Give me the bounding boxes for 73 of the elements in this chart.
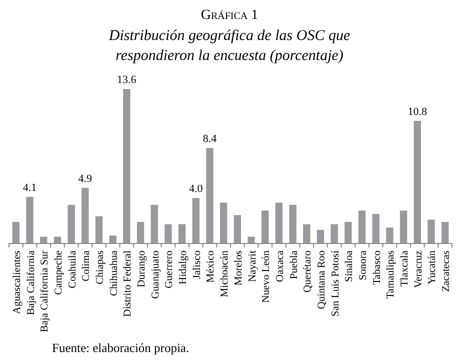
bar xyxy=(123,89,130,244)
x-tick-label: Colima xyxy=(81,250,92,282)
x-tick-label: Puebla xyxy=(288,250,300,280)
bar xyxy=(262,210,269,244)
x-tick-label: Zacatecas xyxy=(441,250,452,292)
bar xyxy=(234,215,242,244)
chart-title: Gráfica 1 xyxy=(200,8,258,23)
x-tick-label: Tlaxcala xyxy=(400,250,411,287)
x-tick-label: Baja California xyxy=(26,250,37,315)
x-tick-label: Tabasco xyxy=(372,250,383,285)
data-label: 4.1 xyxy=(22,182,37,194)
bar xyxy=(40,236,48,244)
bar xyxy=(220,202,228,244)
bar xyxy=(289,204,296,244)
bar xyxy=(54,236,62,244)
x-tick-label: Aguascalientes xyxy=(12,250,23,314)
x-tick-label: Sonora xyxy=(358,250,370,280)
bar xyxy=(275,202,283,244)
bar xyxy=(428,220,435,244)
x-tick-label: Nuevo León xyxy=(261,250,272,303)
x-tick-label: Quintana Roo xyxy=(316,250,328,310)
x-tick-label: Jalisco xyxy=(192,250,203,280)
x-tick-label: Morelos xyxy=(233,250,244,286)
bar xyxy=(344,222,352,244)
bar xyxy=(358,210,366,244)
x-tick-label: San Luis Potosí xyxy=(330,250,342,316)
bar xyxy=(414,120,421,244)
x-tick-label: Oaxaca xyxy=(274,250,286,282)
data-label: 8.4 xyxy=(202,133,218,146)
bar xyxy=(316,230,324,244)
bar xyxy=(109,236,116,244)
x-tick-label: Guanajuato xyxy=(150,250,162,299)
bar xyxy=(178,224,186,244)
bar xyxy=(400,210,408,244)
x-tick-label: Nayarit xyxy=(247,250,258,282)
source-note: Fuente: elaboración propia. xyxy=(52,341,190,355)
bar xyxy=(372,214,380,244)
x-tick-label: México xyxy=(206,250,217,283)
x-tick-label: Chihuahua xyxy=(108,250,120,296)
x-tick-label: Hidalgo xyxy=(178,250,190,284)
bar xyxy=(303,224,310,244)
x-tick-label: Distrito Federal xyxy=(122,250,134,317)
bar xyxy=(150,204,158,244)
bar xyxy=(12,222,20,244)
bar xyxy=(68,204,75,244)
x-tick-label: Baja California Sur xyxy=(40,250,51,332)
bar xyxy=(136,222,144,244)
data-label: 10.8 xyxy=(408,106,428,118)
bar xyxy=(441,222,449,244)
bar xyxy=(192,198,200,244)
data-label: 4.0 xyxy=(189,183,204,196)
chart-subtitle: Distribución geográfica de las OSC que respondieron la encuesta (porcentaje) xyxy=(108,28,350,64)
data-label: 4.9 xyxy=(78,172,93,185)
bar xyxy=(386,228,394,244)
bar xyxy=(330,224,338,244)
x-tick-label: Veracruz xyxy=(413,250,424,288)
x-tick-label: Guerrero xyxy=(164,250,176,288)
bar xyxy=(95,216,103,244)
bar xyxy=(248,236,255,244)
x-tick-label: Michoacán xyxy=(220,250,231,298)
x-tick-label: Tamaulipas xyxy=(386,250,397,299)
x-tick-label: Campeche xyxy=(53,250,64,295)
bar xyxy=(206,148,214,244)
x-tick-label: Querétaro xyxy=(302,250,314,292)
data-label: 13.6 xyxy=(117,74,137,86)
x-tick-label: Durango xyxy=(136,250,148,288)
x-tick-label: Coahuila xyxy=(67,250,78,288)
x-tick-label: Chiapas xyxy=(94,250,106,284)
bar xyxy=(26,196,34,244)
x-tick-label: Sinaloa xyxy=(344,250,356,282)
x-tick-label: Yucatán xyxy=(427,250,438,284)
bar xyxy=(164,224,172,244)
bar xyxy=(82,188,89,244)
